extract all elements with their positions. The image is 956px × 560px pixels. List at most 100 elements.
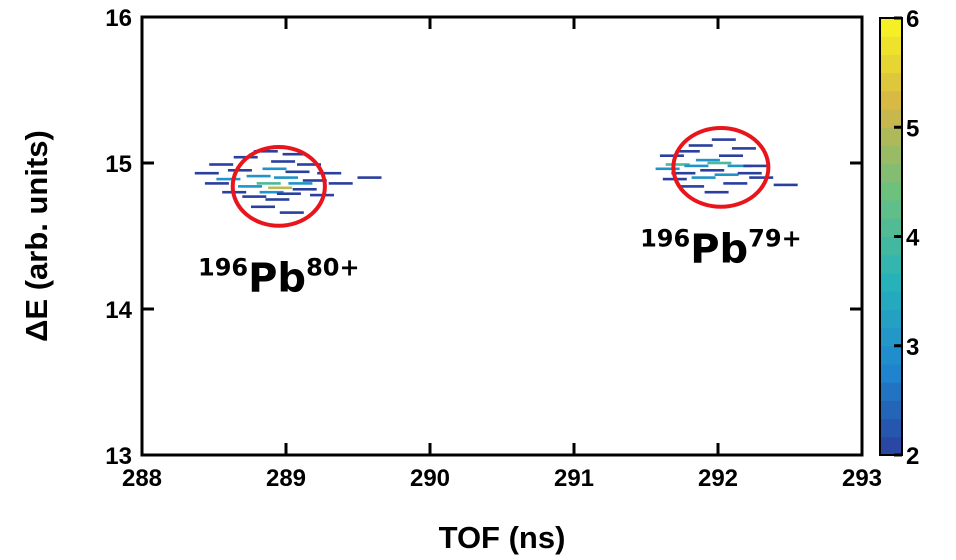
y-tick-label: 14 — [105, 297, 132, 324]
heatmap-bin — [194, 171, 219, 175]
heatmap-bin — [282, 152, 307, 156]
isotope-labels: 196Pb80+196Pb79+ — [198, 224, 802, 301]
heatmap-bin — [773, 183, 798, 187]
y-tick-label: 15 — [105, 151, 132, 178]
colorbar-segment — [880, 436, 902, 456]
heatmap-bin — [251, 205, 275, 209]
cluster-circle — [230, 144, 327, 228]
cluster-circle — [671, 125, 771, 209]
heatmap-bin — [292, 188, 317, 191]
heatmap-bin — [285, 170, 310, 174]
isotope-charge: 79+ — [748, 224, 802, 252]
heatmap-bin — [253, 150, 278, 153]
heatmap-bin — [659, 154, 684, 157]
x-tick-label: 288 — [122, 465, 162, 492]
heatmap-bin — [357, 176, 382, 179]
heatmap-bin — [238, 185, 262, 188]
isotope-element: Pb — [248, 255, 306, 301]
colorbar-segment — [880, 254, 902, 274]
heatmap-bin — [242, 195, 267, 198]
heatmap-bin — [731, 147, 756, 150]
heatmap-bin — [688, 144, 713, 147]
y-axis-title: ΔE (arb. units) — [19, 130, 54, 342]
isotope-mass: 196 — [198, 253, 248, 281]
colorbar-segment — [880, 145, 902, 165]
x-tick-label: 291 — [554, 465, 594, 492]
heatmap-bin — [209, 163, 234, 166]
heatmap-bin — [680, 185, 705, 188]
heatmap-bin — [297, 163, 321, 166]
heatmap-bin — [271, 160, 296, 163]
heatmap-bin — [246, 174, 271, 178]
plot-frame — [140, 15, 864, 457]
colorbar-segment — [880, 327, 902, 347]
heatmap-bin — [675, 150, 700, 153]
colorbar-segment — [880, 72, 902, 92]
heatmap-bin — [302, 179, 327, 182]
heatmap-bin — [204, 182, 229, 185]
x-tick-label: 293 — [842, 465, 882, 492]
heatmap-bin — [714, 173, 739, 176]
heatmap-bin — [227, 169, 252, 172]
heatmap-bin — [216, 177, 241, 181]
isotope-element: Pb — [690, 226, 748, 272]
heatmap-bin — [655, 167, 680, 171]
colorbar-segment — [880, 36, 902, 55]
heatmap-bin — [665, 163, 690, 166]
isotope-charge: 80+ — [306, 253, 360, 281]
colorbar-segment — [880, 90, 902, 110]
colorbar-segment — [880, 418, 902, 438]
heatmap-bin — [276, 192, 301, 195]
heatmap-bin — [328, 182, 353, 185]
colorbar-tick-label: 2 — [906, 443, 919, 470]
heatmap-bin — [262, 167, 287, 171]
heatmap-bin — [691, 176, 716, 179]
x-tick-label: 290 — [410, 465, 450, 492]
colorbar-segment — [880, 400, 902, 420]
colorbar-segment — [880, 363, 902, 383]
heatmap-bin — [707, 161, 732, 165]
axis-ticks — [140, 15, 864, 457]
isotope-label: 196Pb80+ — [198, 253, 360, 301]
heatmap-bin — [711, 138, 736, 141]
isotope-label: 196Pb79+ — [640, 224, 802, 272]
heatmap-bin — [723, 182, 748, 185]
colorbar: 2 3 4 5 6 — [879, 6, 920, 470]
heatmap-bin — [737, 171, 762, 175]
heatmap-bin — [256, 182, 281, 185]
colorbar-segment — [880, 272, 902, 292]
colorbar-segment — [880, 345, 902, 365]
colorbar-segment — [880, 309, 902, 329]
heatmap-bin — [274, 176, 298, 179]
heatmap-bin — [704, 190, 729, 194]
heatmap-bin — [700, 169, 725, 172]
heatmap-bin — [695, 158, 720, 162]
axis-tick-labels: 288 289 290 291 292 293 13 14 15 16 — [105, 5, 882, 492]
colorbar-segment — [880, 127, 902, 146]
heatmap-bin — [719, 154, 743, 157]
heatmap-bin — [268, 186, 293, 190]
isotope-mass: 196 — [640, 224, 690, 252]
cluster-circles — [230, 125, 771, 228]
heatmap-bin — [727, 164, 752, 168]
x-tick-label: 292 — [698, 465, 738, 492]
heatmap-bin — [279, 211, 304, 214]
heatmap-bin — [317, 171, 342, 175]
colorbar-tick-label: 3 — [906, 334, 919, 361]
colorbar-segment — [880, 54, 902, 74]
colorbar-tick-label: 5 — [906, 115, 919, 142]
y-tick-label: 16 — [105, 5, 132, 32]
y-tick-label: 13 — [105, 443, 132, 470]
colorbar-segment — [880, 382, 902, 401]
x-axis-title: TOF (ns) — [439, 520, 566, 555]
heatmap-bin — [671, 171, 696, 175]
heatmap-bin — [288, 182, 313, 185]
colorbar-segment — [880, 236, 902, 256]
heatmap-bin — [265, 198, 290, 201]
x-tick-label: 289 — [266, 465, 306, 492]
colorbar-tick-label: 4 — [906, 225, 920, 252]
heatmap-bin — [684, 164, 709, 168]
heatmap-bin — [743, 164, 768, 168]
